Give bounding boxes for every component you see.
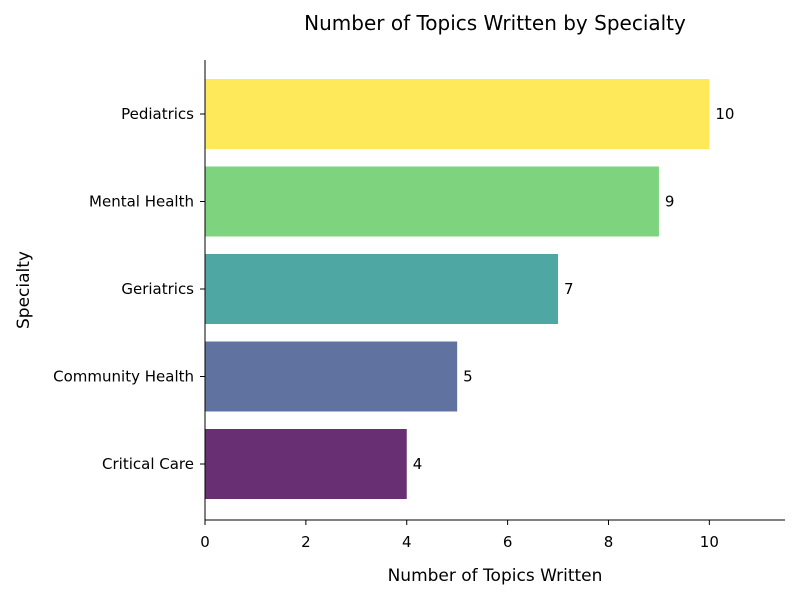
bar-mental-health: [205, 166, 659, 237]
bar-critical-care: [205, 429, 407, 499]
y-ticks-group: Critical Care Community Health Geriatrics M…: [53, 105, 205, 473]
chart-title: Number of Topics Written by Specialty: [304, 11, 686, 35]
y-tick-label-geriatrics: Geriatrics: [121, 280, 194, 298]
bar-geriatrics: [205, 254, 559, 324]
y-tick-label-critical-care: Critical Care: [102, 455, 194, 473]
x-tick-label-4: 4: [402, 533, 412, 551]
data-label-critical-care: 4: [413, 455, 423, 473]
data-label-geriatrics: 7: [564, 280, 574, 298]
data-label-mental-health: 9: [665, 193, 675, 211]
y-tick-label-community-health: Community Health: [53, 368, 194, 386]
x-tick-label-8: 8: [604, 533, 614, 551]
x-tick-label-0: 0: [200, 533, 210, 551]
y-tick-label-pediatrics: Pediatrics: [121, 105, 194, 123]
bar-community-health: [205, 341, 458, 412]
x-tick-label-6: 6: [503, 533, 513, 551]
data-label-pediatrics: 10: [715, 105, 734, 123]
x-tick-label-10: 10: [700, 533, 719, 551]
data-labels-group: 4 5 7 9 10: [413, 105, 735, 473]
y-axis-label: Specialty: [14, 251, 34, 329]
x-axis-label: Number of Topics Written: [388, 566, 603, 586]
data-label-community-health: 5: [463, 368, 473, 386]
bars-group: [205, 79, 710, 499]
x-tick-label-2: 2: [301, 533, 311, 551]
y-tick-label-mental-health: Mental Health: [89, 193, 194, 211]
x-ticks-group: 0 2 4 6 8 10: [200, 520, 719, 551]
bar-pediatrics: [205, 79, 710, 149]
